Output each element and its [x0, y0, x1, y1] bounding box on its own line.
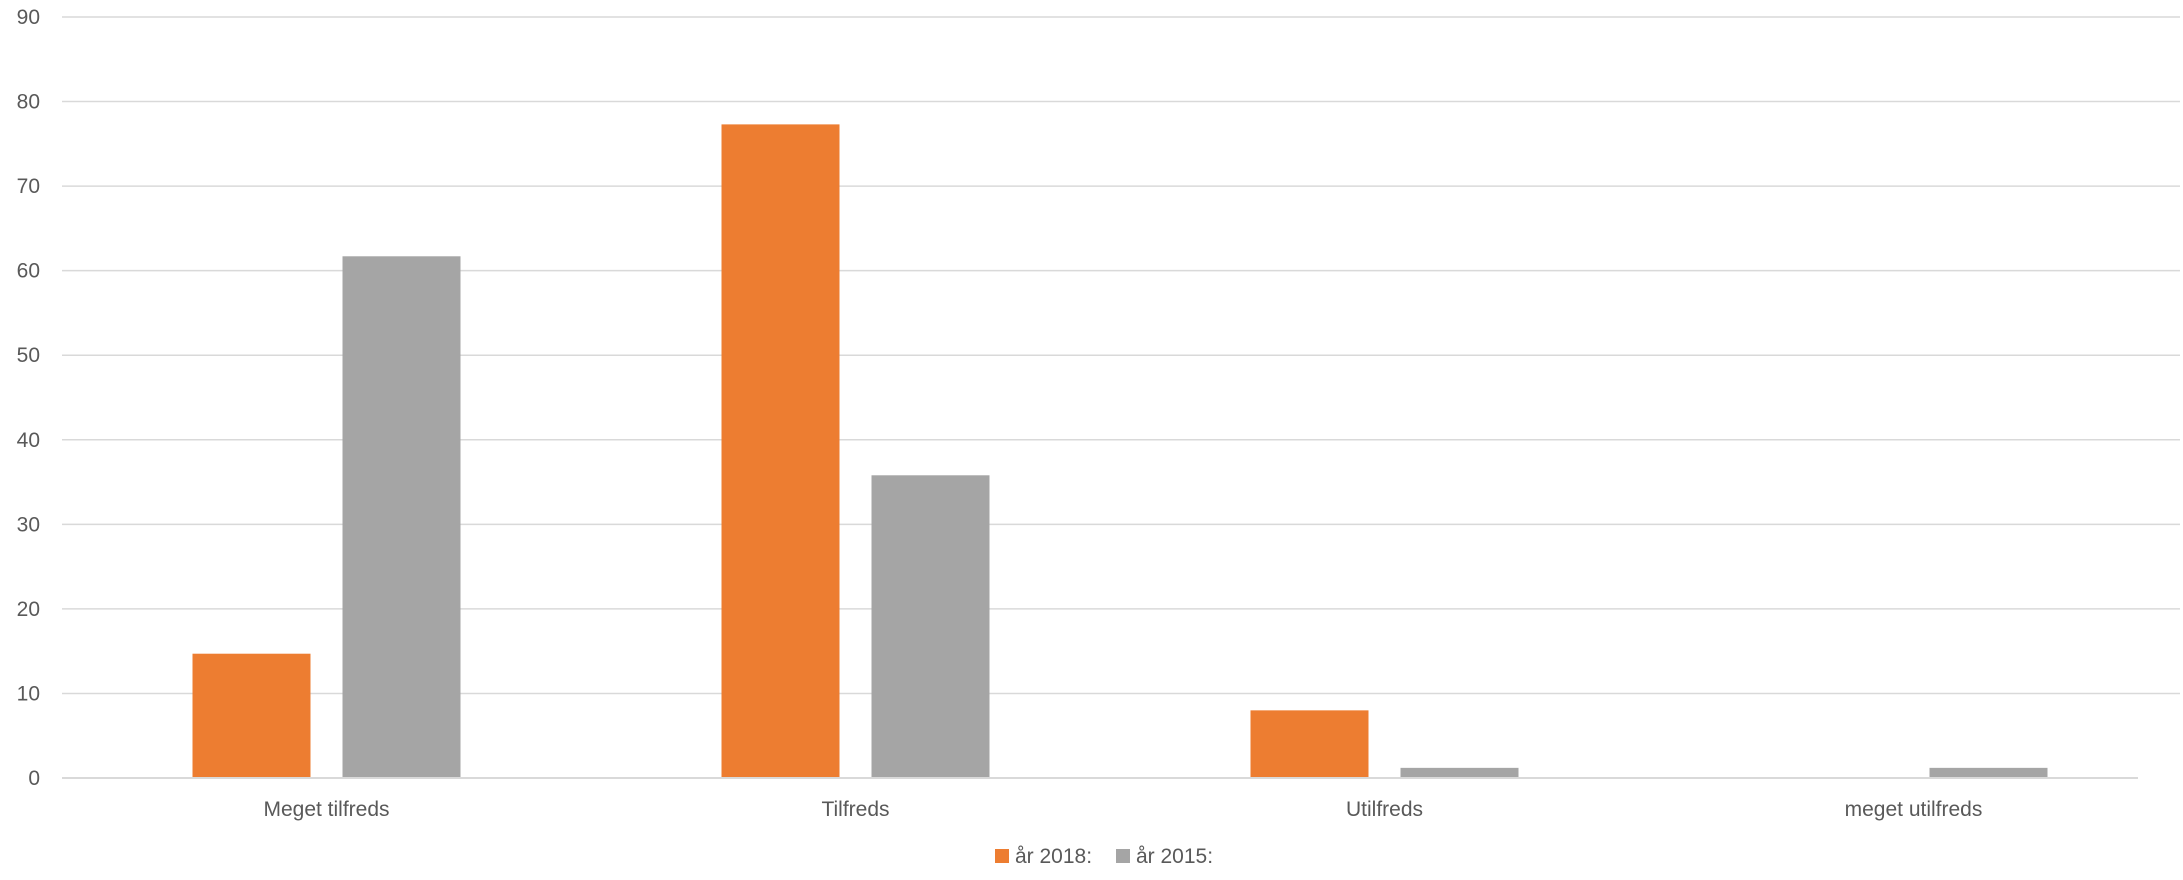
y-tick-label: 80: [17, 91, 40, 114]
bar-series-1: [192, 653, 311, 778]
legend-swatch: [1116, 849, 1130, 863]
x-category-label: Utilfreds: [1346, 798, 1423, 821]
y-tick-label: 30: [17, 513, 40, 536]
y-tick-label: 10: [17, 682, 40, 705]
legend-item: år 2015:: [1116, 845, 1213, 868]
bar-series-2: [1400, 767, 1519, 778]
y-tick-label: 50: [17, 344, 40, 367]
x-category-label: Meget tilfreds: [263, 798, 389, 821]
legend-label: år 2015:: [1136, 845, 1213, 868]
bar-series-2: [871, 475, 990, 778]
x-category-label: meget utilfreds: [1845, 798, 1983, 821]
bars: [192, 124, 2048, 778]
bar-series-1: [721, 124, 840, 778]
y-axis-tick-labels: 0 10 20 30 40 50 60 70 80 90: [17, 6, 40, 790]
x-category-label: Tilfreds: [821, 798, 889, 821]
legend-label: år 2018:: [1015, 845, 1092, 868]
x-axis-category-labels: Meget tilfreds Tilfreds Utilfreds meget uti…: [263, 798, 1982, 821]
y-tick-label: 0: [28, 767, 40, 790]
y-tick-label: 40: [17, 429, 40, 452]
y-tick-label: 70: [17, 175, 40, 198]
y-tick-label: 20: [17, 598, 40, 621]
bar-series-1: [1250, 710, 1369, 778]
legend-swatch: [995, 849, 1009, 863]
y-tick-label: 60: [17, 260, 40, 283]
bar-series-2: [1929, 767, 2048, 778]
legend-item: år 2018:: [995, 845, 1092, 868]
legend: år 2018: år 2015:: [995, 845, 1213, 868]
y-tick-label: 90: [17, 6, 40, 29]
bar-series-2: [342, 256, 461, 778]
